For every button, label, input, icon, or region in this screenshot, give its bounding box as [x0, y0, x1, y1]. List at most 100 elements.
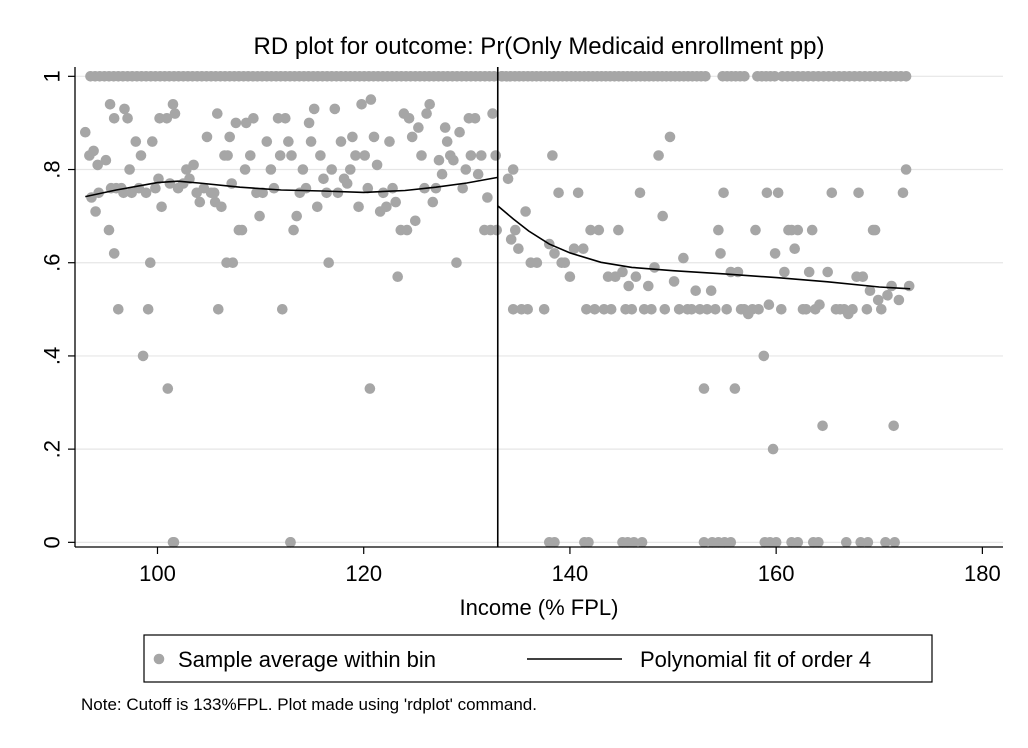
- scatter-point: [581, 304, 592, 315]
- scatter-point: [300, 182, 312, 194]
- scatter-point: [312, 201, 323, 213]
- scatter-point: [649, 262, 660, 273]
- scatter-point: [643, 280, 654, 292]
- scatter-point: [564, 271, 576, 283]
- scatter-point: [715, 248, 726, 259]
- scatter-point: [686, 304, 697, 315]
- scatter-point: [710, 304, 721, 315]
- scatter-point: [257, 187, 269, 199]
- scatter-point: [222, 150, 233, 161]
- scatter-point: [430, 182, 442, 194]
- x-tick-label: 180: [964, 561, 1001, 586]
- scatter-point: [335, 136, 347, 147]
- scatter-point: [864, 285, 876, 297]
- scatter-point: [283, 136, 294, 147]
- y-tick-label: .8: [40, 160, 65, 178]
- x-tick-label: 100: [139, 561, 176, 586]
- y-tick-label: 0: [40, 536, 65, 548]
- scatter-point: [729, 383, 741, 394]
- scatter-point: [208, 187, 220, 199]
- scatter-point: [505, 234, 517, 245]
- scatter-point: [507, 164, 519, 175]
- scatter-point: [362, 182, 374, 194]
- scatter-point: [224, 131, 235, 143]
- scatter-point: [769, 248, 781, 259]
- scatter-point: [308, 103, 320, 115]
- scatter-point: [286, 150, 297, 161]
- scatter-point: [507, 304, 519, 315]
- scatter-point: [646, 304, 657, 315]
- scatter-point: [490, 150, 502, 161]
- scatter-point: [763, 299, 775, 311]
- scatter-point: [236, 224, 248, 236]
- scatter-point: [268, 182, 280, 194]
- scatter-point: [368, 131, 380, 143]
- scatter-point: [623, 280, 634, 292]
- scatter-point: [448, 154, 459, 166]
- scatter-point: [153, 173, 164, 185]
- scatter-point: [239, 164, 251, 175]
- y-tick-label: .6: [40, 254, 65, 272]
- scatter-point: [857, 271, 869, 283]
- scatter-point: [104, 99, 116, 110]
- scatter-point: [872, 294, 884, 306]
- scatter-point: [329, 103, 341, 115]
- scatter-point: [617, 266, 628, 278]
- scatter-point: [800, 304, 812, 315]
- scatter-point: [502, 173, 514, 185]
- scatter-point: [869, 224, 881, 236]
- scatter-point: [510, 224, 521, 236]
- scatter-point: [750, 224, 761, 236]
- scatter-point: [364, 383, 376, 394]
- scatter-point: [861, 304, 873, 315]
- scatter-point: [626, 304, 638, 315]
- scatter-point: [230, 117, 242, 129]
- scatter-point: [142, 304, 154, 315]
- scatter-point: [772, 187, 784, 199]
- scatter-point: [318, 173, 329, 185]
- scatter-point: [664, 131, 676, 143]
- x-tick-label: 140: [552, 561, 589, 586]
- scatter-point: [903, 280, 915, 292]
- scatter-point: [657, 210, 668, 222]
- scatter-point: [789, 243, 800, 254]
- legend-label-points: Sample average within bin: [178, 647, 436, 672]
- scatter-point: [776, 304, 787, 315]
- scatter-point: [167, 99, 179, 110]
- scatter-point: [718, 187, 729, 199]
- scatter-point: [384, 136, 395, 147]
- scatter-point: [792, 537, 804, 548]
- scatter-point: [341, 178, 353, 189]
- scatter-point: [403, 113, 415, 124]
- legend-box: [143, 634, 933, 683]
- scatter-point: [124, 164, 135, 175]
- scatter-point: [814, 299, 825, 311]
- scatter-point: [350, 150, 361, 161]
- scatter-point: [886, 280, 897, 292]
- scatter-point: [853, 187, 864, 199]
- scatter-point: [118, 187, 129, 199]
- scatter-point: [634, 187, 646, 199]
- scatter-point: [725, 537, 737, 548]
- scatter-point: [630, 271, 642, 283]
- scatter-point: [593, 224, 605, 236]
- scatter-point: [779, 266, 790, 278]
- scatter-point: [862, 537, 874, 548]
- scatter-point: [326, 164, 338, 175]
- scatter-point: [882, 290, 893, 301]
- scatter-point: [880, 537, 891, 548]
- scatter-point: [476, 150, 487, 161]
- scatter-point: [359, 150, 371, 161]
- scatter-point: [332, 187, 344, 199]
- scatter-point: [100, 154, 112, 166]
- scatter-point: [122, 113, 133, 124]
- scatter-point: [433, 154, 445, 166]
- scatter-point: [460, 164, 472, 175]
- scatter-point: [698, 383, 710, 394]
- scatter-point: [553, 187, 564, 199]
- scatter-point: [291, 210, 303, 222]
- scatter-point: [213, 304, 224, 315]
- scatter-point: [451, 257, 462, 269]
- x-ticks: 100 120 140 160 180: [139, 547, 1001, 586]
- scatter-point: [188, 159, 199, 171]
